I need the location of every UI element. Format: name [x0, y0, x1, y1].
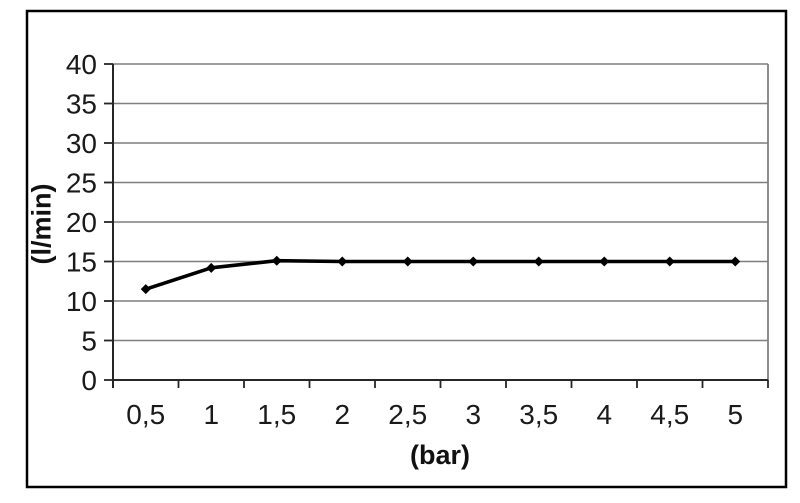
- data-point-marker-2: [271, 255, 282, 266]
- axes: [112, 64, 768, 388]
- data-point-marker-6: [533, 256, 544, 267]
- y-tick-label-20: 20: [66, 207, 97, 238]
- x-tick-label-8: 4,5: [650, 399, 689, 430]
- y-tick-label-25: 25: [66, 167, 97, 198]
- x-tick-label-5: 3: [465, 399, 481, 430]
- x-tick-label-6: 3,5: [519, 399, 558, 430]
- data-point-marker-9: [730, 256, 741, 267]
- x-tick-label-2: 1,5: [257, 399, 296, 430]
- y-tick-label-5: 5: [81, 325, 97, 356]
- y-tick-label-35: 35: [66, 88, 97, 119]
- series-flow-rate: [140, 255, 741, 295]
- x-tick-label-4: 2,5: [388, 399, 427, 430]
- y-axis-title: (l/min): [26, 184, 56, 265]
- data-point-marker-7: [599, 256, 610, 267]
- x-tick-label-3: 2: [334, 399, 350, 430]
- series-line: [143, 258, 738, 291]
- x-tick-label-7: 4: [596, 399, 612, 430]
- y-tick-label-15: 15: [66, 246, 97, 277]
- data-point-marker-3: [337, 256, 348, 267]
- data-point-marker-4: [402, 256, 413, 267]
- x-axis-title: (bar): [410, 440, 470, 470]
- x-tick-marks: [112, 380, 769, 388]
- x-tick-label-9: 5: [727, 399, 743, 430]
- y-tick-marks: [104, 63, 113, 381]
- y-tick-label-40: 40: [66, 49, 97, 80]
- y-tick-label-10: 10: [66, 286, 97, 317]
- data-point-marker-5: [468, 256, 479, 267]
- data-point-marker-1: [206, 262, 217, 273]
- x-tick-labels: 0,5 1 1,5 2 2,5 3 3,5 4 4,5 5: [126, 399, 743, 430]
- data-point-marker-8: [664, 256, 675, 267]
- y-tick-label-30: 30: [66, 128, 97, 159]
- x-tick-label-0: 0,5: [126, 399, 165, 430]
- gridlines: [113, 63, 768, 342]
- y-tick-label-0: 0: [81, 365, 97, 396]
- figure-border: [25, 9, 788, 489]
- data-point-marker-0: [140, 284, 151, 295]
- x-tick-label-1: 1: [203, 399, 219, 430]
- y-tick-labels: 0 5 10 15 20 25 30 35 40: [66, 49, 97, 396]
